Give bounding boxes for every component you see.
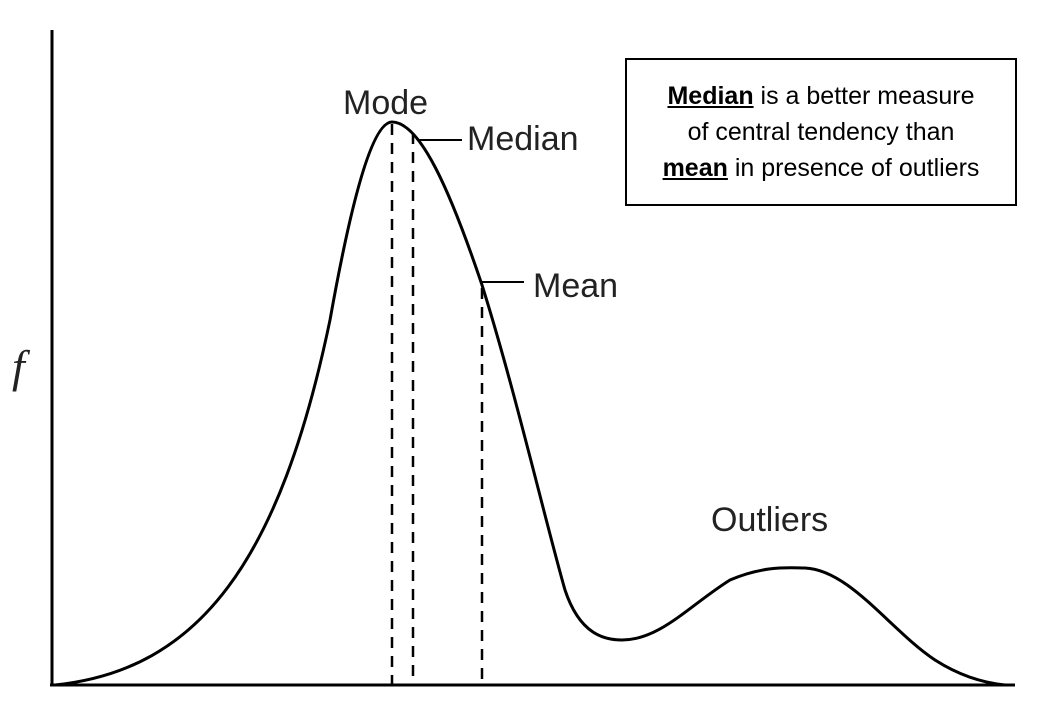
note-line-1-text: is a better measure: [753, 82, 975, 110]
note-line-1: Median is a better measure: [667, 78, 974, 114]
distribution-curve: [54, 120, 1006, 687]
note-line-3: mean in presence of outliers: [663, 150, 980, 186]
note-keyword-mean: mean: [662, 154, 728, 182]
note-line-3-text: in presence of outliers: [727, 154, 980, 182]
outliers-label: Outliers: [711, 501, 828, 539]
median-label: Median: [467, 120, 579, 158]
y-axis-label: f: [12, 341, 31, 392]
note-box: Median is a better measure of central te…: [625, 58, 1017, 206]
note-line-2: of central tendency than: [687, 118, 955, 146]
note-keyword-median: Median: [667, 82, 754, 110]
mode-label: Mode: [343, 84, 428, 122]
mean-label: Mean: [533, 267, 618, 305]
